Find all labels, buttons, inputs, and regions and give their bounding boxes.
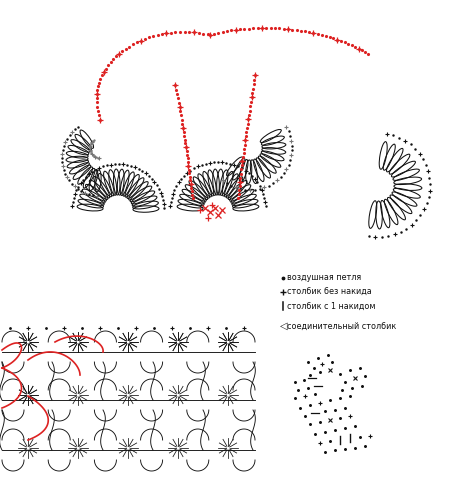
Text: столбик с 1 накидом: столбик с 1 накидом bbox=[287, 302, 375, 311]
Text: ◁: ◁ bbox=[280, 321, 287, 331]
Text: столбик без накида: столбик без накида bbox=[287, 287, 372, 296]
Text: соединительный столбик: соединительный столбик bbox=[287, 322, 396, 330]
Text: воздушная петля: воздушная петля bbox=[287, 273, 361, 282]
